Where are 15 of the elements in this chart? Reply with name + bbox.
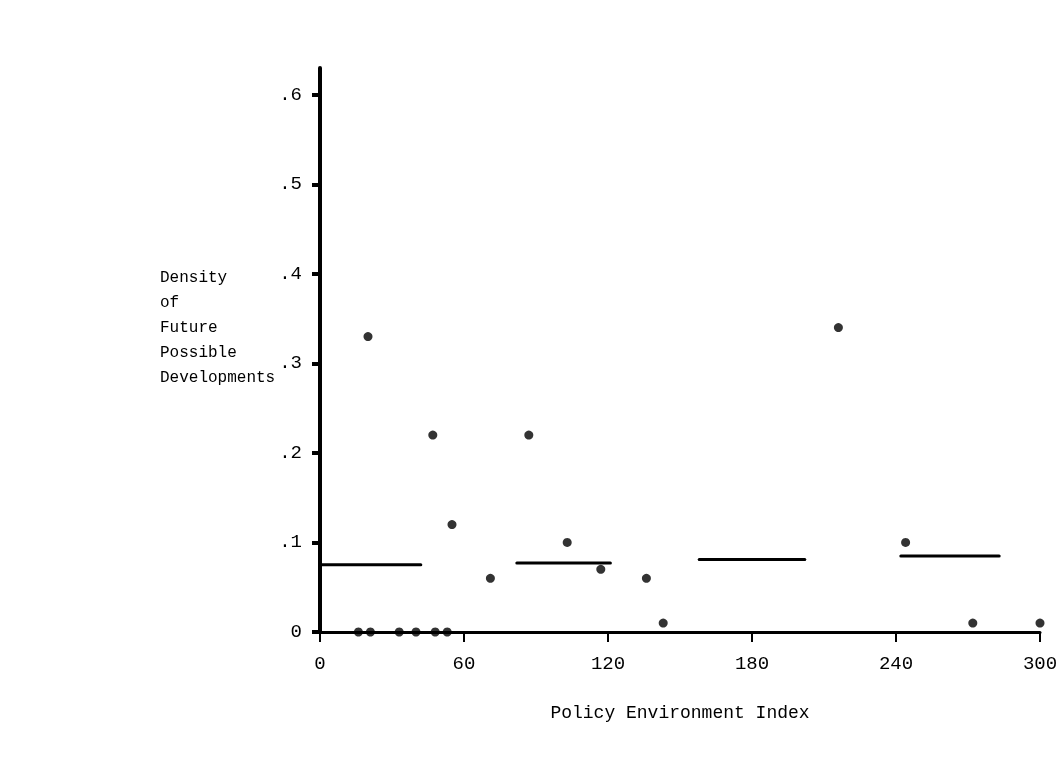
- x-tick-label: 300: [1022, 652, 1058, 675]
- y-tick-label: .3: [279, 352, 302, 375]
- x-tick-label: 0: [314, 652, 326, 675]
- x-tick-label: 180: [734, 652, 770, 675]
- y-tick-label: .6: [279, 83, 302, 106]
- x-tick-label: 240: [878, 652, 914, 675]
- x-axis-title: Policy Environment Index: [550, 703, 810, 723]
- x-tick-label: 60: [452, 652, 476, 675]
- y-axis-title: Density of Future Possible Developments: [160, 268, 276, 387]
- y-tick-label: 0: [290, 621, 302, 643]
- y-tick-label: .4: [279, 262, 302, 285]
- x-tick-label: 120: [590, 652, 626, 675]
- y-tick-label: .1: [279, 531, 302, 554]
- y-tick-label: .5: [279, 173, 302, 196]
- y-tick-label: .2: [279, 441, 302, 464]
